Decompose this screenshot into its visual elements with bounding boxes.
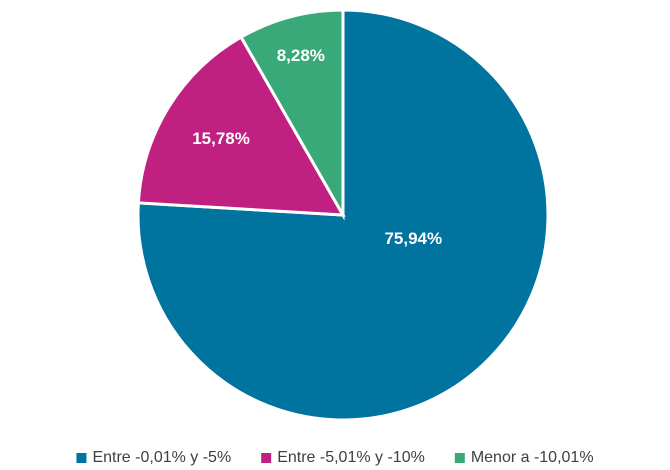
legend-label: Menor a -10,01% [471,449,594,466]
legend-swatch [261,453,272,463]
legend-label: Entre -0,01% y -5% [92,449,231,466]
data-label: 8,28% [277,46,325,65]
legend-label: Entre -5,01% y -10% [277,449,425,466]
pie-slice [239,8,345,221]
legend-swatch [76,453,87,463]
data-label: 15,78% [192,129,250,148]
data-label: 75,94% [384,229,442,248]
legend-swatch [454,453,465,463]
pie-slice [136,35,346,217]
